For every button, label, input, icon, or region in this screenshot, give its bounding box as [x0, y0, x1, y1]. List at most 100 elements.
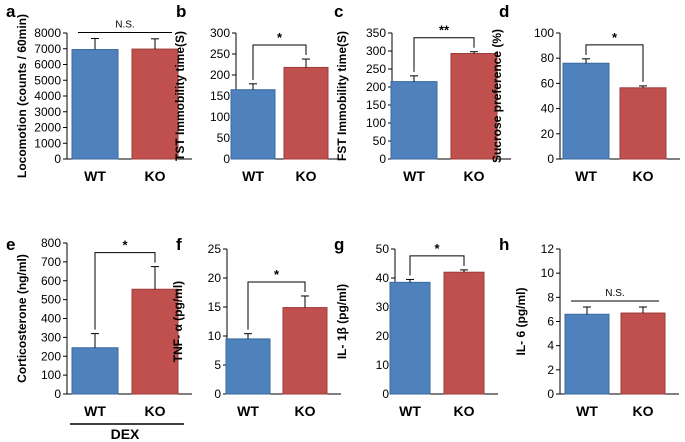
- panel-b: b TST Immobility time(S) 0 50 100 150 200 250 30…: [173, 2, 342, 184]
- bar-wt: [230, 89, 276, 160]
- y-tick-label: 300: [41, 330, 61, 344]
- significance-label: *: [612, 30, 618, 45]
- y-axis-label: IL- 6 (pg/ml): [514, 288, 528, 356]
- y-tick-label: 0: [379, 152, 386, 166]
- bar-ko: [282, 307, 328, 395]
- panel-c: c FST Immobility time(S) 0 50 100 150 200 250 30…: [334, 2, 511, 184]
- bar-ko: [131, 48, 179, 160]
- panel-g: g IL- 1β (pg/ml) 0 10 20 30 40 50 WT KO *: [334, 235, 498, 419]
- y-tick-label: 0: [214, 387, 221, 401]
- category-label-ko: KO: [633, 168, 654, 184]
- y-tick-label: 5000: [34, 73, 61, 87]
- category-label-wt: WT: [237, 403, 259, 419]
- y-axis-label: IL- 1β (pg/ml): [335, 284, 349, 359]
- category-label-ko: KO: [145, 168, 166, 184]
- y-tick-label: 10: [376, 358, 390, 372]
- category-label-wt: WT: [399, 403, 421, 419]
- y-tick-label: 100: [210, 110, 230, 124]
- significance-bracket: [585, 44, 644, 82]
- y-tick-label: 10: [541, 266, 555, 280]
- y-tick-label: 60: [541, 76, 555, 90]
- bar-wt: [225, 338, 271, 395]
- y-tick-label: 6: [547, 315, 554, 329]
- y-tick-label: 2: [547, 363, 554, 377]
- y-tick-label: 400: [41, 312, 61, 326]
- panel-d: d Sucrose preference (%) 0 20 40 60 80 100 WT KO *: [490, 2, 680, 184]
- y-tick-label: 3000: [34, 105, 61, 119]
- bar-ko: [131, 288, 179, 395]
- panel-letter-c: c: [334, 2, 343, 21]
- y-tick-label: 0: [382, 387, 389, 401]
- category-label-ko: KO: [454, 403, 475, 419]
- y-tick-label: 2000: [34, 121, 61, 135]
- significance-label: *: [122, 238, 128, 253]
- y-axis-label: TNF- α (pg/ml): [171, 281, 185, 362]
- y-tick-label: 150: [210, 89, 230, 103]
- panel-letter-e: e: [6, 235, 15, 254]
- y-tick-label: 0: [223, 152, 230, 166]
- y-tick-label: 200: [41, 349, 61, 363]
- y-tick-label: 25: [208, 242, 222, 256]
- group-label: DEX: [111, 426, 140, 442]
- significance-bracket: [94, 252, 156, 330]
- y-axis-label: Locomotion (counts / 60min): [15, 14, 29, 178]
- significance-label: N.S.: [115, 20, 134, 31]
- y-axis-label: Corticosterone (ng/ml): [15, 254, 29, 383]
- y-tick-label: 30: [376, 300, 390, 314]
- y-tick-label: 50: [376, 242, 390, 256]
- panel-letter-b: b: [176, 2, 186, 21]
- significance-bracket: [409, 255, 465, 276]
- bar-wt: [562, 62, 610, 160]
- category-label-wt: WT: [576, 403, 598, 419]
- y-tick-label: 250: [366, 62, 386, 76]
- y-tick-label: 20: [208, 271, 222, 285]
- y-tick-label: 200: [366, 80, 386, 94]
- category-label-ko: KO: [633, 403, 654, 419]
- y-axis-label: FST Immobility time(S): [335, 31, 349, 161]
- bar-ko: [283, 66, 329, 160]
- bar-wt: [390, 81, 438, 160]
- y-tick-label: 200: [210, 68, 230, 82]
- category-label-ko: KO: [296, 168, 317, 184]
- significance-label: **: [439, 23, 450, 38]
- bar-wt: [389, 281, 431, 395]
- y-tick-label: 40: [541, 102, 555, 116]
- y-tick-label: 4000: [34, 89, 61, 103]
- y-tick-label: 700: [41, 255, 61, 269]
- panel-letter-a: a: [6, 2, 16, 21]
- panel-letter-h: h: [499, 235, 509, 254]
- significance-bracket: [413, 37, 475, 72]
- y-tick-label: 0: [54, 387, 61, 401]
- bar-ko: [450, 53, 498, 160]
- y-tick-label: 100: [366, 116, 386, 130]
- significance-label: N.S.: [605, 288, 624, 299]
- y-tick-label: 8000: [34, 26, 61, 40]
- y-tick-label: 6000: [34, 58, 61, 72]
- bar-ko: [443, 271, 485, 395]
- y-tick-label: 5: [214, 358, 221, 372]
- y-tick-label: 500: [41, 293, 61, 307]
- category-label-ko: KO: [295, 403, 316, 419]
- y-tick-label: 250: [210, 47, 230, 61]
- y-tick-label: 600: [41, 274, 61, 288]
- y-tick-label: 0: [547, 387, 554, 401]
- significance-label: *: [434, 241, 440, 256]
- y-tick-label: 10: [208, 329, 222, 343]
- y-tick-label: 40: [376, 271, 390, 285]
- panel-f: f TNF- α (pg/ml) 0 5 10 15 20 25 WT KO *: [171, 235, 341, 419]
- y-axis-label: TST Immobility time(S): [173, 31, 187, 161]
- category-label-wt: WT: [84, 403, 106, 419]
- y-tick-label: 100: [534, 26, 554, 40]
- y-tick-label: 7000: [34, 42, 61, 56]
- y-tick-label: 150: [366, 98, 386, 112]
- y-tick-label: 4: [547, 339, 554, 353]
- panel-h: h IL- 6 (pg/ml) 0 2 4 6 8 10 12 WT KO N.S.: [499, 235, 679, 419]
- y-tick-label: 350: [366, 26, 386, 40]
- y-tick-label: 0: [547, 152, 554, 166]
- significance-label: *: [277, 30, 283, 45]
- bar-wt: [71, 49, 119, 160]
- significance-bracket: [247, 281, 306, 330]
- y-tick-label: 0: [54, 152, 61, 166]
